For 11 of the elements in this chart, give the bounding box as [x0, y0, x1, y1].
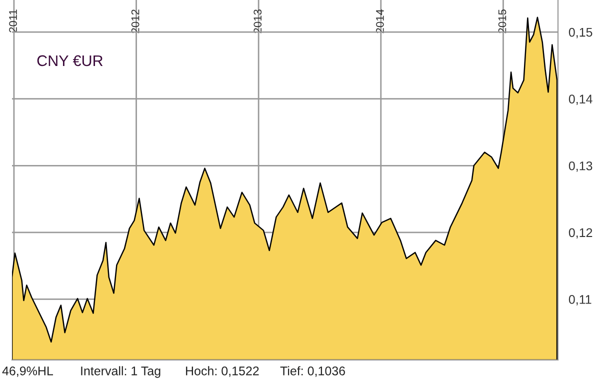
y-tick-label: 0,11: [568, 295, 592, 306]
text: CNY €UR: [37, 55, 103, 66]
text: Intervall: 1 Tag: [81, 366, 160, 378]
x-tick-label: 2011: [9, 10, 17, 32]
text: 46,9%HL: [2, 366, 54, 377]
y-tick-label: 0,15: [568, 28, 592, 38]
y-tick-label: 0,14: [568, 94, 592, 105]
text: Tief: 0,1036: [280, 366, 345, 377]
text: Hoch: 0,1522: [186, 366, 259, 377]
y-tick-label: 0,13: [568, 161, 592, 172]
y-tick-label: 0,12: [568, 228, 592, 239]
